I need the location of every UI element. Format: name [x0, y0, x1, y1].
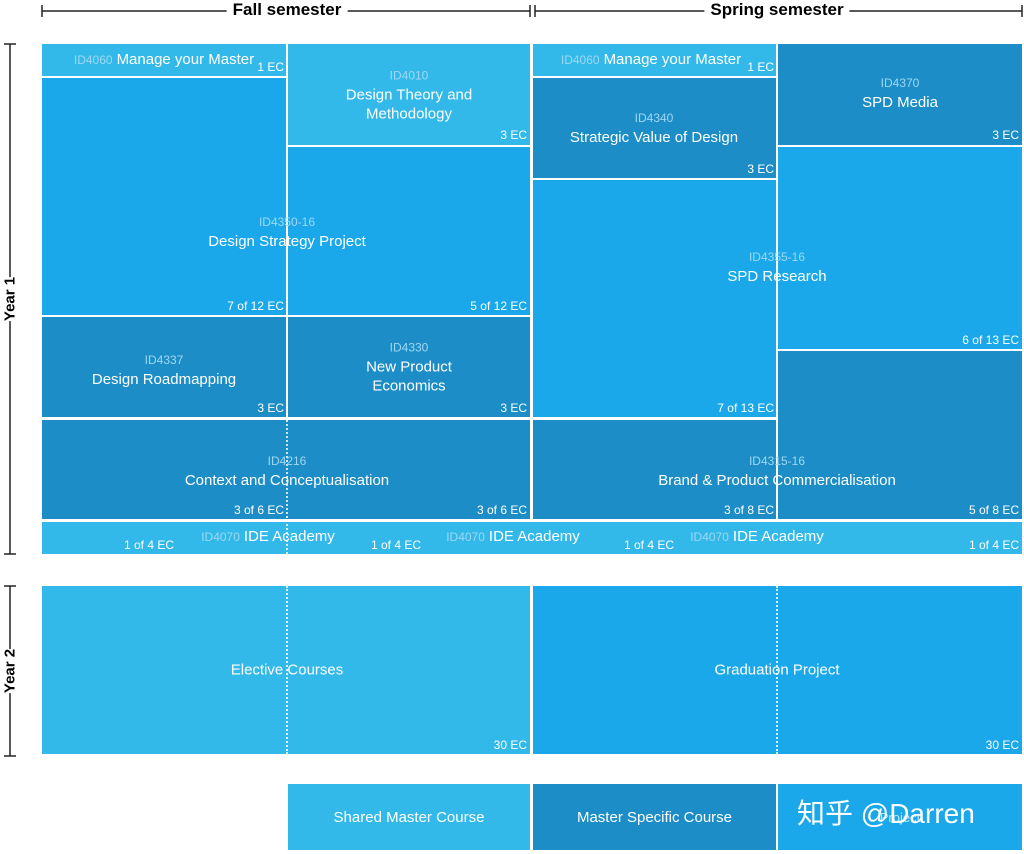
course-block	[42, 522, 1022, 554]
course-title: ID4216 Context and Conceptualisation	[185, 452, 389, 490]
year-label: Year 2	[0, 648, 23, 694]
course-id: ID4370	[880, 76, 920, 90]
credits: 5 of 8 EC	[968, 503, 1019, 517]
year-label: Year 1	[0, 276, 23, 322]
divider	[776, 420, 778, 519]
course-block	[42, 78, 286, 315]
course-title: ID4315-16 Brand & Product Commercialisati…	[658, 452, 896, 490]
divider	[286, 147, 288, 315]
course-name: SPD Research	[727, 268, 827, 285]
credits: 1 of 4 EC	[623, 538, 674, 552]
course-name: SPD Media	[862, 94, 938, 111]
course-name: Methodology	[366, 105, 452, 123]
course-title: ID4060 Manage your Master	[561, 50, 741, 70]
course-name: New Product	[366, 358, 452, 376]
credits: 3 EC	[992, 128, 1019, 142]
credits: 1 EC	[257, 60, 284, 74]
course-name: Design Theory and	[345, 86, 473, 104]
legend-project: Project	[778, 784, 1022, 850]
course-name: Brand & Product Commercialisation	[658, 472, 896, 489]
course-name: Graduation Project	[714, 661, 840, 679]
course-block	[778, 351, 1022, 519]
course-id: ID4350-16	[258, 215, 316, 229]
divider	[286, 420, 288, 554]
course-block	[533, 78, 776, 178]
course-title: ID4350-16 Design Strategy Project	[208, 213, 366, 251]
course-id: ID4070	[690, 530, 729, 544]
course-title: ID4070 IDE Academy	[446, 527, 580, 547]
course-id: ID4355-16	[748, 250, 806, 264]
credits: 3 EC	[747, 162, 774, 176]
credits: 3 of 6 EC	[233, 503, 284, 517]
credits: 1 EC	[747, 60, 774, 74]
course-block	[778, 147, 1022, 349]
course-name: Economics	[372, 377, 446, 395]
course-block	[778, 44, 1022, 145]
credits: 3 of 6 EC	[476, 503, 527, 517]
course-name: Design Roadmapping	[91, 371, 237, 388]
course-title: ID4070 IDE Academy	[690, 527, 824, 547]
divider	[286, 586, 288, 754]
course-block	[288, 44, 530, 145]
course-id: ID4070	[201, 530, 240, 544]
divider	[776, 180, 778, 350]
course-id: ID4010	[389, 68, 429, 83]
credits: 1 of 4 EC	[968, 538, 1019, 552]
course-name: Manage your Master	[603, 51, 742, 68]
course-title: ID4330 New Product Economics	[366, 339, 452, 396]
course-name: Context and Conceptualisation	[184, 472, 390, 489]
course-title: ID4340 Strategic Value of Design	[570, 109, 738, 147]
course-name: Strategic Value of Design	[569, 129, 739, 146]
credits: 6 of 13 EC	[962, 333, 1019, 347]
course-title: ID4370 SPD Media	[862, 74, 938, 112]
legend-specific: Master Specific Course	[533, 784, 776, 850]
course-title: ID4337 Design Roadmapping	[92, 351, 236, 389]
course-name: IDE Academy	[732, 528, 824, 545]
course-block	[288, 317, 530, 417]
course-id: ID4337	[144, 353, 184, 367]
course-block	[288, 147, 530, 315]
credits: 30 EC	[493, 738, 527, 752]
spring-header: Spring semester	[704, 0, 850, 20]
course-name: Design Strategy Project	[208, 233, 366, 250]
credits: 30 EC	[985, 738, 1019, 752]
course-block	[42, 44, 286, 76]
course-block	[533, 420, 776, 519]
course-block	[42, 317, 286, 417]
credits: 3 EC	[257, 401, 284, 415]
credits: 1 of 4 EC	[370, 538, 421, 552]
course-title: ID4060 Manage your Master	[74, 50, 254, 70]
course-title: Elective Courses	[231, 661, 344, 680]
course-title: ID4070 IDE Academy	[201, 527, 335, 547]
course-title: ID4010 Design Theory and Methodology	[346, 67, 472, 124]
course-id: ID4330	[389, 340, 429, 355]
course-block	[533, 44, 776, 76]
credits: 3 EC	[500, 401, 527, 415]
course-name: IDE Academy	[488, 528, 580, 545]
credits: 3 of 8 EC	[723, 503, 774, 517]
legend-shared: Shared Master Course	[288, 784, 530, 850]
course-name: Manage your Master	[116, 51, 255, 68]
course-id: ID4315-16	[748, 454, 806, 468]
divider	[776, 586, 778, 754]
course-name: IDE Academy	[243, 528, 335, 545]
course-id: ID4060	[560, 53, 600, 67]
course-name: Elective Courses	[230, 661, 344, 679]
course-block	[533, 180, 776, 417]
fall-header: Fall semester	[226, 0, 348, 20]
credits: 1 of 4 EC	[123, 538, 174, 552]
course-title: Graduation Project	[714, 661, 839, 680]
credits: 7 of 12 EC	[227, 299, 284, 313]
credits: 7 of 13 EC	[717, 401, 774, 415]
course-title: ID4355-16 SPD Research	[727, 248, 826, 286]
course-id: ID4340	[634, 111, 674, 125]
credits: 5 of 12 EC	[470, 299, 527, 313]
course-id: ID4060	[73, 53, 113, 67]
course-id: ID4216	[267, 454, 307, 468]
credits: 3 EC	[500, 128, 527, 142]
watermark: 知乎 @Darren	[797, 798, 975, 829]
course-id: ID4070	[446, 530, 485, 544]
